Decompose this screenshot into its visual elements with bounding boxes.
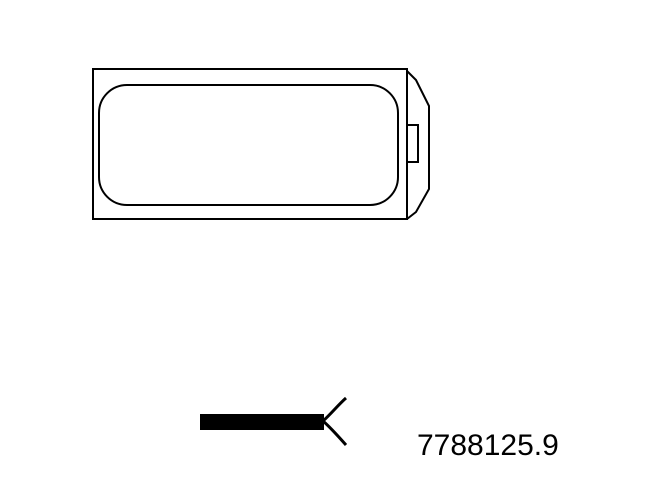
component-inner-window — [98, 84, 399, 206]
wire-fork-end — [320, 396, 348, 446]
component-side-cap — [406, 70, 430, 220]
reference-number: 7788125.9 — [417, 429, 559, 462]
component-body-outline — [92, 68, 408, 220]
component-side-tab — [406, 124, 419, 163]
rounded-rect-component-icon — [92, 68, 430, 220]
wire-body — [200, 414, 324, 430]
wire-lead-icon — [200, 396, 348, 446]
